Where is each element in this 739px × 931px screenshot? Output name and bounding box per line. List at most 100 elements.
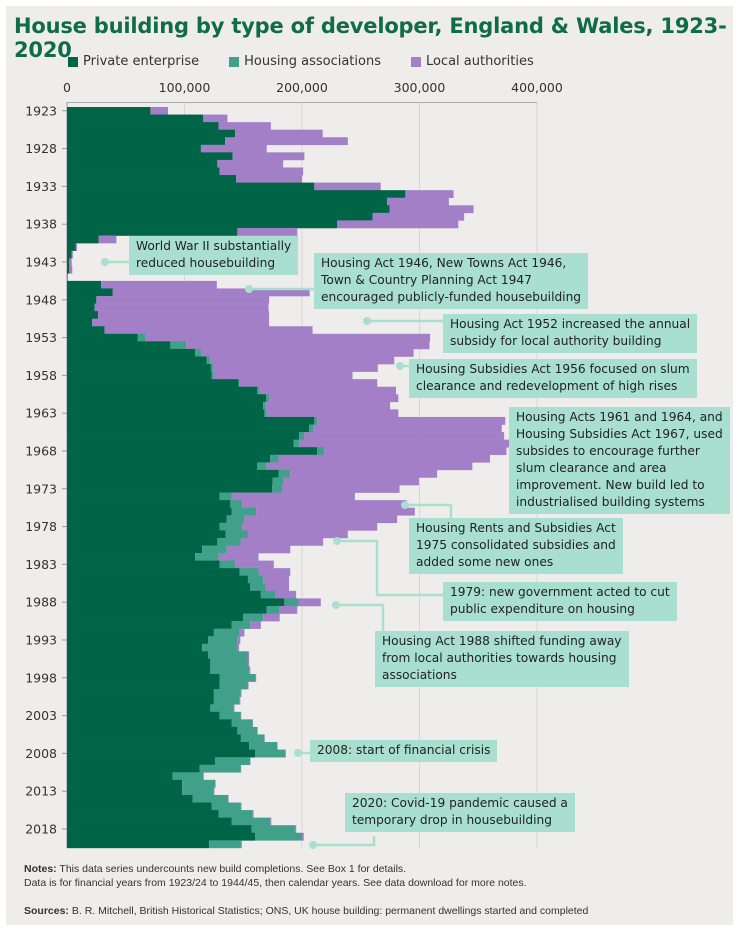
annotation-1988: Housing Act 1988 shifted funding away fr… — [375, 631, 629, 687]
bar-private-enterprise — [67, 553, 196, 561]
bar-private-enterprise — [67, 840, 210, 849]
bar-private-enterprise — [67, 545, 203, 554]
bar-housing-associations — [219, 522, 243, 531]
annotation-1979: 1979: new government acted to cut public… — [443, 582, 677, 621]
bar-local-authorities — [213, 371, 353, 380]
bar-local-authorities — [240, 537, 324, 546]
annotation-2008: 2008: start of financial crisis — [310, 740, 498, 762]
y-tick-label: 1958 — [25, 368, 57, 383]
bar-private-enterprise — [67, 243, 76, 251]
bar-local-authorities — [104, 326, 313, 335]
sources-label: Sources: — [24, 905, 69, 917]
notes-label: Notes: — [24, 863, 57, 875]
bar-housing-associations — [210, 666, 250, 675]
bar-local-authorities — [317, 416, 506, 425]
bar-private-enterprise — [67, 726, 238, 735]
bar-private-enterprise — [67, 749, 255, 758]
bar-local-authorities — [215, 779, 216, 788]
bar-local-authorities — [387, 197, 449, 206]
chart-title: House building by type of developer, Eng… — [14, 14, 727, 62]
bar-private-enterprise — [67, 787, 183, 796]
bar-private-enterprise — [67, 107, 151, 115]
annotation-1967: Housing Acts 1961 and 1964, and Housing … — [509, 407, 730, 514]
bar-housing-associations — [218, 810, 253, 818]
bar-private-enterprise — [67, 205, 390, 214]
bar-private-enterprise — [67, 212, 373, 221]
bar-housing-associations — [231, 719, 253, 728]
bar-housing-associations — [239, 568, 259, 577]
bar-private-enterprise — [67, 742, 250, 750]
annotation-dot — [309, 841, 317, 849]
legend-item-private: Private enterprise — [68, 54, 199, 69]
bar-housing-associations — [251, 825, 295, 834]
bar-local-authorities — [240, 802, 242, 811]
x-tick-label: 300,000 — [394, 80, 446, 95]
bar-housing-associations — [195, 553, 219, 561]
bar-housing-associations — [317, 447, 325, 456]
bar-local-authorities — [405, 190, 454, 199]
bar-housing-associations — [272, 485, 283, 493]
bar-private-enterprise — [67, 462, 258, 471]
y-tick-label: 1993 — [25, 632, 57, 647]
bar-housing-associations — [270, 454, 279, 463]
y-tick-label: 1983 — [25, 557, 57, 572]
bar-private-enterprise — [67, 666, 211, 675]
bar-housing-associations — [247, 575, 264, 584]
bar-local-authorities — [259, 386, 396, 395]
legend: Private enterprise Housing associations … — [68, 54, 534, 69]
bar-local-authorities — [265, 583, 290, 592]
bar-local-authorities — [239, 696, 241, 705]
bar-private-enterprise — [67, 794, 193, 803]
annotation-connector — [337, 539, 443, 597]
annotation-dot — [332, 601, 340, 609]
bar-housing-associations — [182, 787, 214, 796]
annotation-dot — [363, 317, 371, 325]
bar-private-enterprise — [67, 416, 315, 425]
bar-private-enterprise — [67, 311, 99, 319]
x-tick-label: 100,000 — [159, 80, 211, 95]
bar-local-authorities — [324, 447, 507, 456]
bar-housing-associations — [240, 734, 265, 743]
bar-housing-associations — [192, 794, 228, 803]
bar-private-enterprise — [67, 379, 239, 388]
annotation-connector — [313, 836, 376, 847]
bar-private-enterprise — [67, 568, 240, 577]
bar-local-authorities — [299, 439, 513, 448]
bar-local-authorities — [240, 689, 242, 697]
footer-notes: Notes: This data series undercounts new … — [24, 862, 527, 890]
bar-private-enterprise — [67, 583, 251, 592]
bar-local-authorities — [270, 817, 272, 826]
bar-private-enterprise — [67, 197, 388, 206]
notes-line-1: Notes: This data series undercounts new … — [24, 862, 527, 876]
bar-local-authorities — [210, 356, 395, 365]
bar-housing-associations — [219, 674, 255, 682]
bar-local-authorities — [150, 107, 169, 115]
y-tick-label: 1953 — [25, 330, 57, 345]
bar-housing-associations — [250, 583, 266, 592]
bar-local-authorities — [203, 772, 204, 781]
bar-private-enterprise — [67, 651, 208, 660]
bar-private-enterprise — [67, 182, 315, 191]
legend-item-housing-associations: Housing associations — [229, 54, 381, 69]
y-tick-label: 1998 — [25, 670, 57, 685]
bar-local-authorities — [266, 409, 399, 418]
bar-housing-associations — [263, 401, 266, 410]
bar-housing-associations — [206, 356, 211, 365]
bar-housing-associations — [213, 628, 240, 637]
bar-housing-associations — [219, 492, 232, 501]
bar-private-enterprise — [67, 220, 338, 229]
bar-private-enterprise — [67, 674, 220, 682]
bar-local-authorities — [200, 144, 267, 153]
bar-housing-associations — [243, 613, 264, 622]
bar-local-authorities — [313, 424, 502, 433]
annotation-2020: 2020: Covid-19 pandemic caused a tempora… — [345, 793, 575, 832]
y-tick-label: 2018 — [25, 821, 57, 836]
bar-private-enterprise — [67, 394, 267, 403]
bar-local-authorities — [233, 704, 235, 713]
bar-private-enterprise — [67, 227, 238, 236]
bar-local-authorities — [256, 507, 415, 516]
y-tick-label: 1948 — [25, 292, 57, 307]
bar-private-enterprise — [67, 485, 273, 493]
bar-private-enterprise — [67, 492, 220, 501]
bar-private-enterprise — [67, 719, 232, 728]
